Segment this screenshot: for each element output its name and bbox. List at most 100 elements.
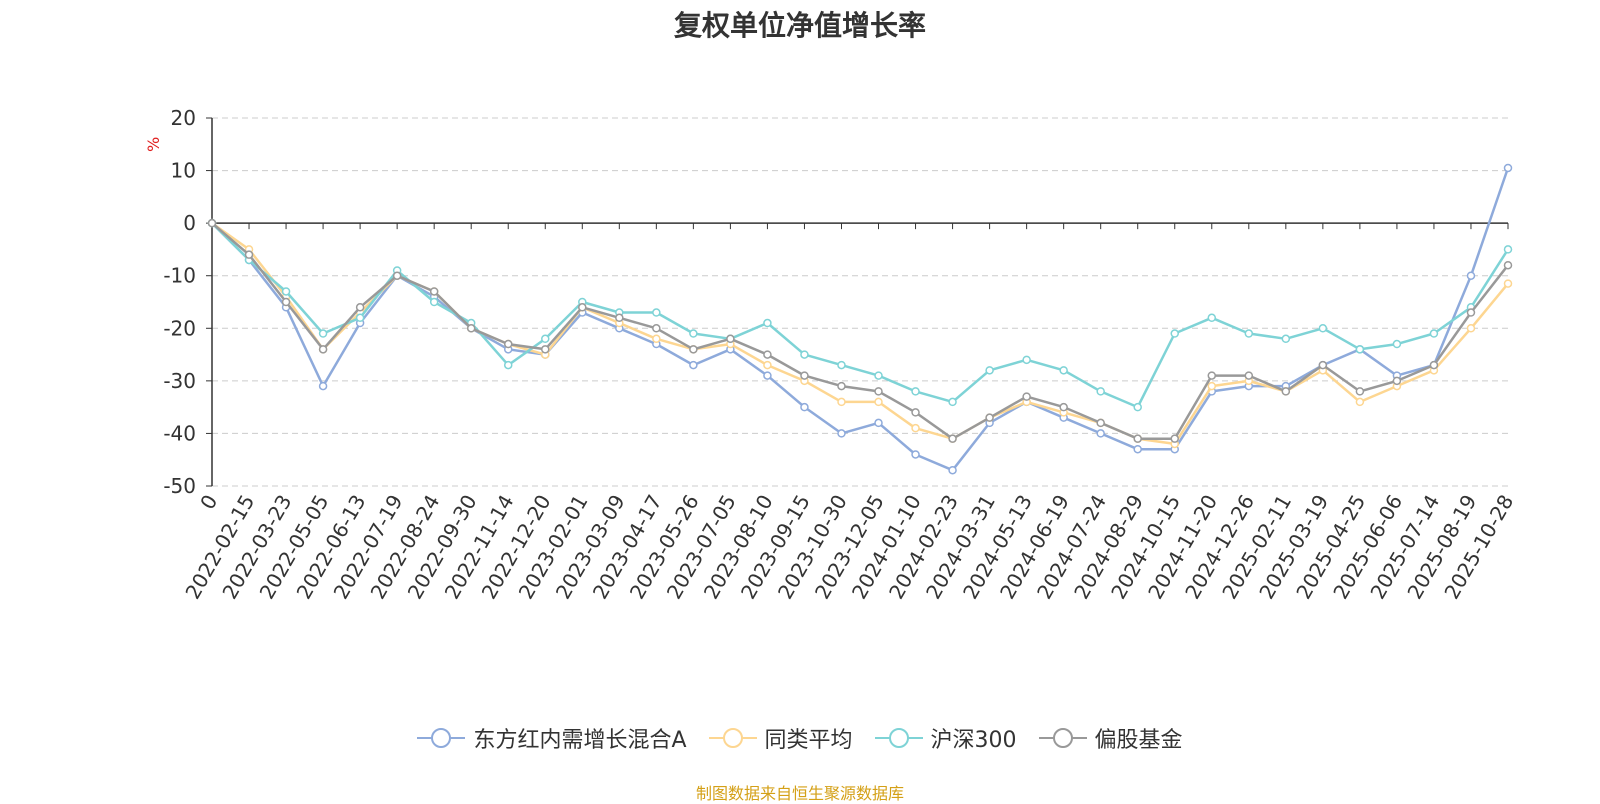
- data-point: [1466, 308, 1476, 317]
- y-tick-label: -10: [163, 264, 196, 288]
- data-point: [1503, 260, 1513, 270]
- legend-line-icon: [874, 728, 923, 748]
- data-point: [763, 360, 772, 370]
- data-point: [1429, 329, 1439, 338]
- y-tick-label: 20: [171, 106, 196, 130]
- legend-label: 沪深300: [930, 728, 1017, 753]
- data-point: [689, 345, 698, 354]
- data-point: [911, 408, 920, 417]
- data-point: [1503, 163, 1513, 173]
- data-point: [1096, 429, 1105, 438]
- legend-item-csi300[interactable]: 沪深300: [874, 722, 1017, 754]
- data-point: [1022, 355, 1031, 365]
- data-point: [652, 334, 661, 344]
- series-line-2: [211, 222, 1510, 409]
- data-point: [763, 371, 772, 380]
- data-point: [429, 297, 439, 307]
- legend-item-peer-average[interactable]: 同类平均: [708, 722, 853, 754]
- data-point: [1392, 376, 1402, 386]
- data-point: [689, 360, 698, 370]
- data-source-note: 制图数据来自恒生聚源数据库: [695, 784, 904, 803]
- data-point: [466, 324, 476, 333]
- data-point: [1170, 329, 1179, 338]
- data-point: [1133, 402, 1142, 412]
- chart-title: 复权单位净值增长率: [673, 9, 926, 42]
- data-point: [800, 371, 809, 380]
- data-point: [1503, 279, 1513, 288]
- data-point: [355, 303, 365, 312]
- data-point: [763, 318, 772, 328]
- data-point: [1503, 245, 1513, 254]
- data-point: [652, 324, 661, 333]
- data-point: [985, 413, 994, 422]
- data-point: [318, 345, 328, 354]
- data-point: [911, 387, 920, 396]
- data-point: [1170, 434, 1179, 443]
- legend-label: 偏股基金: [1094, 728, 1183, 753]
- series-line-1: [211, 222, 1509, 446]
- data-point: [1281, 387, 1291, 396]
- data-point: [1466, 324, 1476, 333]
- data-point: [874, 397, 883, 407]
- legend-line-icon: [708, 728, 757, 748]
- data-point: [1318, 360, 1328, 370]
- x-tick-label: 0: [195, 491, 222, 514]
- data-point: [207, 218, 217, 228]
- data-point: [615, 313, 624, 323]
- data-point: [800, 350, 809, 359]
- data-point: [244, 250, 254, 259]
- data-point: [1392, 339, 1402, 349]
- y-tick-label: -50: [163, 474, 196, 498]
- data-point: [578, 303, 587, 312]
- data-point: [1207, 313, 1217, 323]
- data-point: [1355, 397, 1365, 407]
- data-point: [911, 450, 920, 459]
- data-point: [726, 334, 735, 344]
- data-point: [503, 360, 513, 370]
- legend: 东方红内需增长混合A 同类平均 沪深300 偏股基金: [0, 722, 1600, 754]
- data-point: [837, 429, 846, 438]
- data-point: [392, 271, 402, 280]
- data-point: [541, 345, 550, 354]
- legend-line-icon: [1038, 728, 1087, 748]
- data-point: [281, 287, 291, 296]
- data-point: [1133, 434, 1142, 443]
- data-point: [281, 297, 291, 307]
- data-point: [1096, 387, 1105, 396]
- data-point: [985, 366, 994, 375]
- legend-item-equity-fund[interactable]: 偏股基金: [1038, 722, 1183, 754]
- data-point: [1096, 418, 1105, 428]
- data-point: [318, 381, 328, 391]
- data-point: [1207, 371, 1217, 380]
- data-point: [1244, 329, 1254, 338]
- legend-label: 同类平均: [764, 728, 853, 753]
- data-point: [837, 397, 846, 407]
- data-point: [1318, 324, 1328, 333]
- data-point: [1355, 345, 1365, 354]
- data-point: [1207, 381, 1217, 391]
- data-point: [874, 418, 883, 428]
- data-point: [1429, 360, 1439, 370]
- data-point: [1244, 371, 1254, 380]
- data-point: [948, 434, 957, 443]
- data-point: [689, 329, 698, 338]
- legend-item-fund[interactable]: 东方红内需增长混合A: [417, 722, 687, 754]
- y-tick-label: -20: [163, 316, 196, 340]
- series-line-3: [211, 222, 1509, 440]
- data-point: [948, 465, 957, 475]
- data-point: [355, 313, 365, 323]
- data-point: [652, 308, 661, 317]
- data-point: [541, 334, 550, 344]
- data-point: [429, 287, 439, 296]
- y-tick-label: 0: [183, 211, 196, 235]
- data-point: [800, 402, 809, 412]
- y-tick-label: -30: [163, 369, 196, 393]
- legend-label: 东方红内需增长混合A: [473, 728, 687, 753]
- data-point: [1133, 444, 1142, 454]
- data-point: [874, 371, 883, 380]
- y-tick-label: -40: [163, 421, 196, 445]
- data-point: [1022, 392, 1031, 401]
- data-point: [837, 360, 846, 370]
- line-chart: 20100-10-20-30-40-5002022-02-152022-03-2…: [163, 106, 1518, 603]
- data-point: [763, 350, 772, 359]
